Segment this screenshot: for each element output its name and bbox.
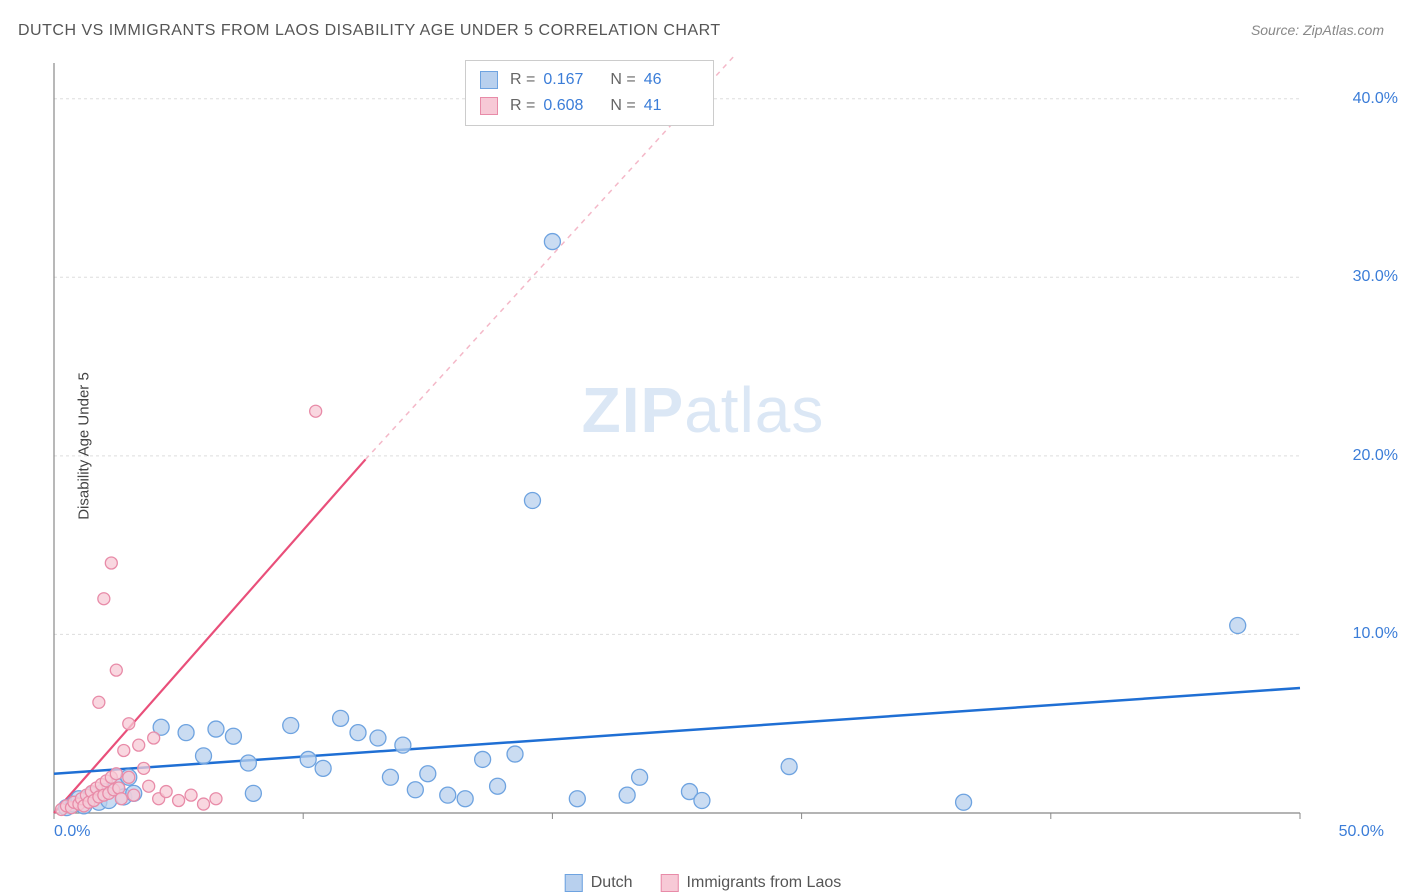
data-point-laos bbox=[210, 793, 222, 805]
data-point-laos bbox=[138, 762, 150, 774]
data-point-dutch bbox=[333, 710, 349, 726]
data-point-laos bbox=[173, 795, 185, 807]
data-point-dutch bbox=[300, 751, 316, 767]
y-tick-label: 20.0% bbox=[1353, 447, 1398, 465]
data-point-dutch bbox=[619, 787, 635, 803]
data-point-laos bbox=[128, 789, 140, 801]
stats-legend-box: R = 0.167 N = 46 R = 0.608 N = 41 bbox=[465, 60, 714, 126]
y-tick-label: 40.0% bbox=[1353, 90, 1398, 108]
stat-r-label: R = bbox=[510, 67, 535, 93]
data-point-laos bbox=[113, 782, 125, 794]
legend-item: Dutch bbox=[565, 874, 633, 892]
stat-n-value: 41 bbox=[644, 93, 699, 119]
data-point-dutch bbox=[475, 751, 491, 767]
data-point-laos bbox=[105, 557, 117, 569]
data-point-laos bbox=[148, 732, 160, 744]
data-point-laos bbox=[115, 793, 127, 805]
data-point-dutch bbox=[569, 791, 585, 807]
series-legend: Dutch Immigrants from Laos bbox=[565, 874, 842, 892]
data-point-laos bbox=[143, 780, 155, 792]
data-point-dutch bbox=[457, 791, 473, 807]
data-point-dutch bbox=[507, 746, 523, 762]
data-point-dutch bbox=[225, 728, 241, 744]
data-point-dutch bbox=[240, 755, 256, 771]
data-point-dutch bbox=[370, 730, 386, 746]
source-label: Source: ZipAtlas.com bbox=[1251, 22, 1384, 38]
data-point-dutch bbox=[382, 769, 398, 785]
y-tick-label: 30.0% bbox=[1353, 268, 1398, 286]
data-point-laos bbox=[110, 664, 122, 676]
data-point-dutch bbox=[395, 737, 411, 753]
data-point-dutch bbox=[956, 794, 972, 810]
data-point-dutch bbox=[544, 234, 560, 250]
data-point-laos bbox=[98, 593, 110, 605]
data-point-laos bbox=[118, 745, 130, 757]
stat-n-label: N = bbox=[610, 93, 635, 119]
data-point-dutch bbox=[350, 725, 366, 741]
stats-row: R = 0.167 N = 46 bbox=[480, 67, 699, 93]
stat-n-value: 46 bbox=[644, 67, 699, 93]
data-point-dutch bbox=[245, 785, 261, 801]
legend-label: Immigrants from Laos bbox=[687, 874, 842, 892]
data-point-dutch bbox=[781, 759, 797, 775]
x-tick-label: 0.0% bbox=[54, 823, 90, 841]
data-point-laos bbox=[160, 786, 172, 798]
stat-n-label: N = bbox=[610, 67, 635, 93]
legend-item: Immigrants from Laos bbox=[661, 874, 842, 892]
stat-r-label: R = bbox=[510, 93, 535, 119]
legend-label: Dutch bbox=[591, 874, 633, 892]
legend-swatch bbox=[661, 874, 679, 892]
data-point-laos bbox=[133, 739, 145, 751]
legend-swatch bbox=[565, 874, 583, 892]
x-tick-label: 50.0% bbox=[1339, 823, 1384, 841]
data-point-dutch bbox=[283, 718, 299, 734]
data-point-dutch bbox=[407, 782, 423, 798]
data-point-laos bbox=[123, 718, 135, 730]
data-point-dutch bbox=[315, 760, 331, 776]
data-point-laos bbox=[123, 771, 135, 783]
data-point-dutch bbox=[694, 793, 710, 809]
data-point-laos bbox=[93, 696, 105, 708]
stat-r-value: 0.167 bbox=[543, 67, 598, 93]
legend-swatch bbox=[480, 97, 498, 115]
data-point-laos bbox=[198, 798, 210, 810]
data-point-laos bbox=[310, 405, 322, 417]
data-point-laos bbox=[185, 789, 197, 801]
data-point-dutch bbox=[178, 725, 194, 741]
data-point-dutch bbox=[632, 769, 648, 785]
y-tick-label: 10.0% bbox=[1353, 625, 1398, 643]
data-point-dutch bbox=[524, 493, 540, 509]
data-point-dutch bbox=[420, 766, 436, 782]
data-point-dutch bbox=[440, 787, 456, 803]
data-point-laos bbox=[110, 768, 122, 780]
scatter-plot bbox=[48, 55, 1378, 845]
stat-r-value: 0.608 bbox=[543, 93, 598, 119]
stats-row: R = 0.608 N = 41 bbox=[480, 93, 699, 119]
data-point-dutch bbox=[196, 748, 212, 764]
data-point-dutch bbox=[1230, 618, 1246, 634]
chart-title: DUTCH VS IMMIGRANTS FROM LAOS DISABILITY… bbox=[18, 22, 721, 40]
data-point-dutch bbox=[208, 721, 224, 737]
legend-swatch bbox=[480, 71, 498, 89]
data-point-dutch bbox=[490, 778, 506, 794]
